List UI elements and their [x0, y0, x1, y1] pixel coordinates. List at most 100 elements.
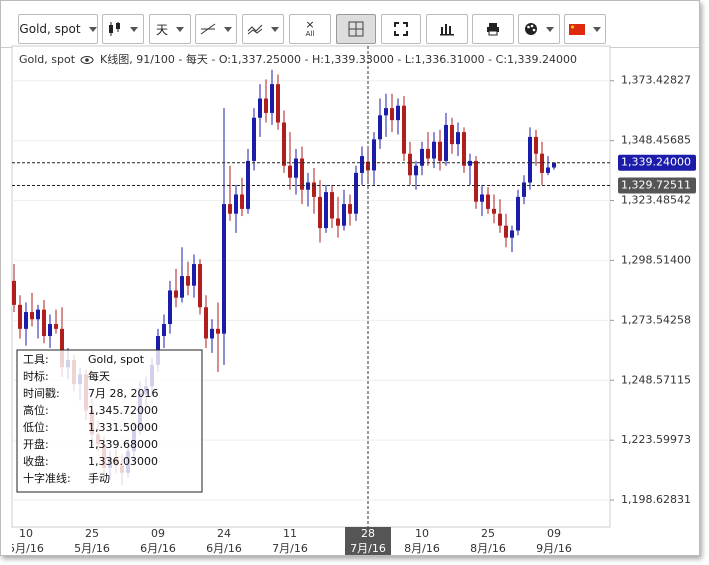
y-tick-label: 1,198.62831 [621, 493, 691, 506]
candle-body [552, 162, 556, 168]
tooltip-key: 十字准线: [23, 471, 71, 485]
volume-button[interactable] [426, 14, 468, 44]
candle-body [432, 141, 436, 159]
clear-icon: × [305, 18, 315, 31]
candle-body [204, 307, 208, 339]
candle-body [312, 182, 316, 197]
period-label: 天 [155, 22, 168, 37]
candle-body [516, 196, 520, 231]
tooltip-key: 收盘: [23, 454, 49, 468]
crosshair-x-tag [345, 527, 391, 555]
candle-body [528, 136, 532, 183]
crosshair-icon [348, 21, 364, 37]
candle-body [30, 312, 34, 320]
candle-body [330, 192, 334, 219]
candle-body [180, 276, 184, 298]
candle-body [438, 141, 442, 161]
candle-body [282, 122, 286, 166]
language-button[interactable] [564, 14, 606, 44]
x-tick-sublabel: 7月/16 [272, 542, 308, 555]
header-instrument: Gold, spot [19, 53, 76, 66]
line-icon [200, 23, 216, 35]
candle-body [426, 148, 430, 159]
candle-body [456, 132, 460, 145]
x-tick-sublabel: 6月/16 [140, 542, 176, 555]
tooltip-value: 1,345.72000 [88, 404, 158, 417]
candle-body [342, 204, 346, 226]
candle-body [306, 182, 310, 190]
y-tick-label: 1,248.57115 [621, 373, 691, 386]
tooltip-box [16, 349, 203, 493]
candle-body [168, 290, 172, 325]
candle-body [258, 98, 262, 118]
chart-type-button[interactable] [102, 14, 144, 44]
candle-body [222, 204, 226, 334]
candle-body [18, 304, 22, 329]
candle-body [318, 196, 322, 229]
candle-body [498, 213, 502, 226]
toolbar: Gold, spot 天 × All [1, 1, 699, 48]
candle-body [408, 153, 412, 176]
crosshair-line-tag [618, 177, 696, 194]
bars-icon [440, 24, 454, 36]
y-tick-label: 1,373.42827 [621, 74, 691, 87]
tooltip-value: 1,331.50000 [88, 421, 158, 434]
candle-body [48, 324, 52, 337]
candle-body [234, 194, 238, 214]
y-tick-label: 1,273.54258 [621, 313, 691, 326]
line-tool-button[interactable] [195, 14, 237, 44]
candle-body [534, 136, 538, 154]
instrument-label: Gold, spot [19, 22, 81, 36]
tooltip-value: 1,336.03000 [88, 455, 158, 468]
y-tick-label: 1,298.51400 [621, 253, 691, 266]
x-tick-sublabel: 5月/16 [74, 542, 110, 555]
instrument-button[interactable]: Gold, spot [18, 14, 98, 44]
candle-body [210, 328, 214, 339]
candle-body [54, 324, 58, 329]
y-tick-label: 1,323.48542 [621, 194, 691, 207]
candle-body [474, 160, 478, 202]
y-tick-label: 1,223.59973 [621, 433, 691, 446]
candle-body [300, 158, 304, 190]
candle-body [192, 264, 196, 286]
candle-body [288, 165, 292, 178]
candle-body [372, 139, 376, 171]
x-tick-label: 28 [361, 527, 375, 540]
clear-button[interactable]: × All [289, 14, 331, 44]
palette-icon [525, 23, 537, 35]
candle-body [264, 98, 268, 113]
x-axis: 10 5月/16 25 5月/16 09 6月/16 24 6月/16 11 7月/16 28 7月/… [12, 527, 572, 555]
price-line-tag [618, 154, 696, 171]
candle-body [228, 204, 232, 214]
x-tick-sublabel: 6月/16 [206, 542, 242, 555]
period-button[interactable]: 天 [149, 14, 191, 44]
candle-body [444, 124, 448, 161]
tooltip-key: 时标: [23, 369, 49, 383]
x-tick-label: 25 [481, 527, 495, 540]
tooltip-key: 时间戳: [23, 387, 60, 400]
x-tick-sublabel: 9月/16 [536, 542, 572, 555]
tooltip-value: 7月 28, 2016 [88, 387, 158, 400]
color-button[interactable] [518, 14, 560, 44]
indicator-button[interactable] [242, 14, 284, 44]
candle-body [246, 160, 250, 209]
candle-body [174, 290, 178, 298]
candle-body [384, 108, 388, 116]
crosshair-button[interactable] [336, 14, 376, 44]
candle-body [354, 172, 358, 214]
candle-body [294, 158, 298, 178]
candle-body [276, 84, 280, 123]
tooltip-key: 开盘: [23, 437, 49, 451]
candle-body [462, 132, 466, 166]
crosshair-line-label: 1,329.72511 [621, 179, 691, 192]
tooltip-value: Gold, spot [88, 353, 145, 366]
candle-body [324, 192, 328, 229]
fullscreen-button[interactable] [381, 14, 421, 44]
candle-body [360, 156, 364, 173]
candle-body [270, 84, 274, 113]
candle-body [252, 117, 256, 161]
x-tick-label: 09 [151, 527, 165, 540]
print-button[interactable] [472, 14, 514, 44]
candle-body [162, 324, 166, 337]
